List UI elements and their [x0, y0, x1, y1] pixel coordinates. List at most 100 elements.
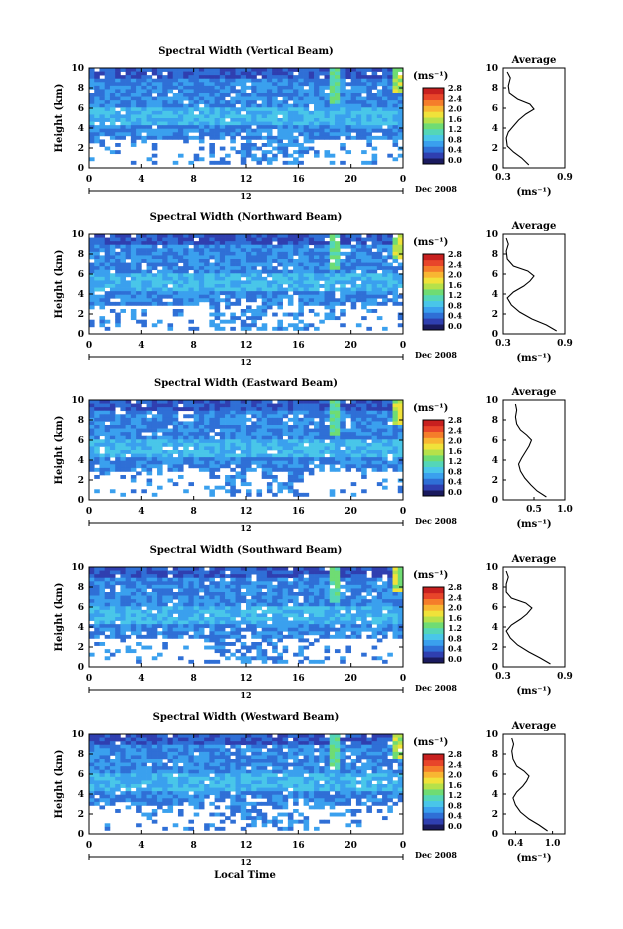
heatmap-cell: [376, 110, 383, 115]
heatmap-cell: [157, 287, 163, 292]
heatmap-cell: [266, 400, 273, 404]
heatmap-cell: [355, 287, 362, 292]
heatmap-cell: [303, 89, 310, 94]
heatmap-cell: [298, 606, 304, 611]
heatmap-cell: [162, 581, 168, 586]
heatmap-cell: [141, 135, 147, 140]
heatmap-cell: [225, 432, 231, 437]
heatmap-cell: [256, 595, 263, 600]
heatmap-cell: [303, 414, 310, 419]
heatmap-cell: [204, 464, 210, 469]
heatmap-cell: [188, 581, 195, 586]
heatmap-cell: [272, 577, 278, 582]
heatmap-cell: [277, 323, 283, 328]
heatmap-cell: [303, 125, 310, 130]
heatmap-cell: [261, 89, 268, 94]
heatmap-cell: [345, 602, 352, 607]
heatmap-cell: [382, 262, 388, 267]
colorbar-segment: [423, 158, 444, 165]
avg-y-tick-label: 8: [492, 250, 498, 260]
heatmap-cell: [266, 489, 273, 494]
heatmap-cell: [298, 262, 304, 267]
heatmap-cell: [303, 100, 310, 105]
heatmap-cell: [146, 478, 153, 483]
heatmap-cell: [308, 237, 315, 242]
heatmap-cell: [146, 114, 153, 119]
heatmap-cell: [397, 276, 404, 281]
heatmap-cell: [272, 153, 278, 158]
heatmap-cell: [162, 417, 168, 422]
heatmap-cell: [214, 457, 221, 462]
heatmap-cell: [256, 284, 263, 288]
avg-frame: [502, 67, 566, 169]
heatmap-cell: [272, 273, 278, 278]
heatmap-cell: [277, 613, 283, 618]
heatmap-cell: [277, 248, 283, 253]
heatmap-cell: [324, 442, 331, 447]
heatmap-cell: [392, 464, 399, 469]
heatmap-cell: [308, 255, 315, 260]
heatmap-cell: [104, 584, 111, 589]
heatmap-cell: [355, 255, 362, 260]
heatmap-cell: [172, 432, 179, 437]
heatmap-cell: [361, 570, 367, 575]
avg-x-tick-label: 0.9: [557, 173, 573, 183]
heatmap-cell: [261, 125, 268, 130]
heatmap-cell: [240, 312, 247, 317]
heatmap-cell: [172, 417, 179, 422]
heatmap-cell: [177, 93, 184, 97]
heatmap-cell: [382, 237, 388, 242]
heatmap-cell: [198, 417, 205, 422]
avg-y-tick-label: 2: [492, 144, 498, 154]
heatmap-cell: [308, 446, 315, 451]
heatmap-cell: [293, 581, 299, 586]
heatmap-cell: [303, 606, 310, 611]
heatmap-cell: [261, 403, 268, 408]
heatmap-cell: [198, 259, 205, 263]
heatmap-cell: [251, 234, 257, 238]
heatmap-cell: [256, 464, 263, 469]
heatmap-cell: [371, 110, 378, 115]
heatmap-cell: [303, 71, 310, 76]
heatmap-cell: [266, 262, 273, 267]
heatmap-cell: [162, 606, 168, 611]
heatmap-cell: [361, 150, 367, 155]
heatmap-cell: [230, 475, 236, 479]
heatmap-cell: [235, 93, 242, 97]
heatmap-cell: [94, 135, 100, 140]
heatmap-cell: [172, 309, 179, 313]
heatmap-cell: [214, 82, 221, 87]
heatmap-cell: [329, 624, 336, 629]
heatmap-cell: [130, 617, 137, 621]
heatmap-cell: [298, 93, 304, 97]
heatmap-cell: [209, 442, 215, 447]
heatmap-cell: [319, 627, 325, 632]
heatmap-cell: [256, 114, 263, 119]
heatmap-cell: [277, 273, 283, 278]
heatmap-cell: [298, 410, 304, 415]
heatmap-cell: [366, 78, 372, 83]
heatmap-cell: [256, 280, 263, 285]
heatmap-cell: [240, 319, 247, 324]
heatmap-cell: [366, 291, 372, 296]
heatmap-cell: [115, 68, 121, 72]
heatmap-cell: [272, 237, 278, 242]
heatmap-cell: [104, 407, 111, 412]
heatmap-cell: [109, 624, 116, 629]
heatmap-cell: [240, 75, 247, 80]
heatmap-cell: [120, 125, 126, 130]
heatmap-cell: [193, 567, 200, 571]
heatmap-cell: [230, 453, 236, 458]
x-tick-label: 20: [344, 341, 357, 351]
heatmap-cell: [204, 78, 210, 83]
heatmap-cell: [392, 107, 399, 112]
heatmap-cell: [125, 574, 132, 579]
heatmap-cell: [376, 266, 383, 271]
heatmap-cell: [219, 107, 226, 112]
heatmap-cell: [240, 118, 247, 122]
heatmap-cell: [125, 118, 132, 122]
heatmap-cell: [183, 234, 189, 238]
heatmap-cell: [371, 234, 378, 238]
heatmap-cell: [382, 68, 388, 72]
heatmap-cell: [350, 75, 357, 80]
